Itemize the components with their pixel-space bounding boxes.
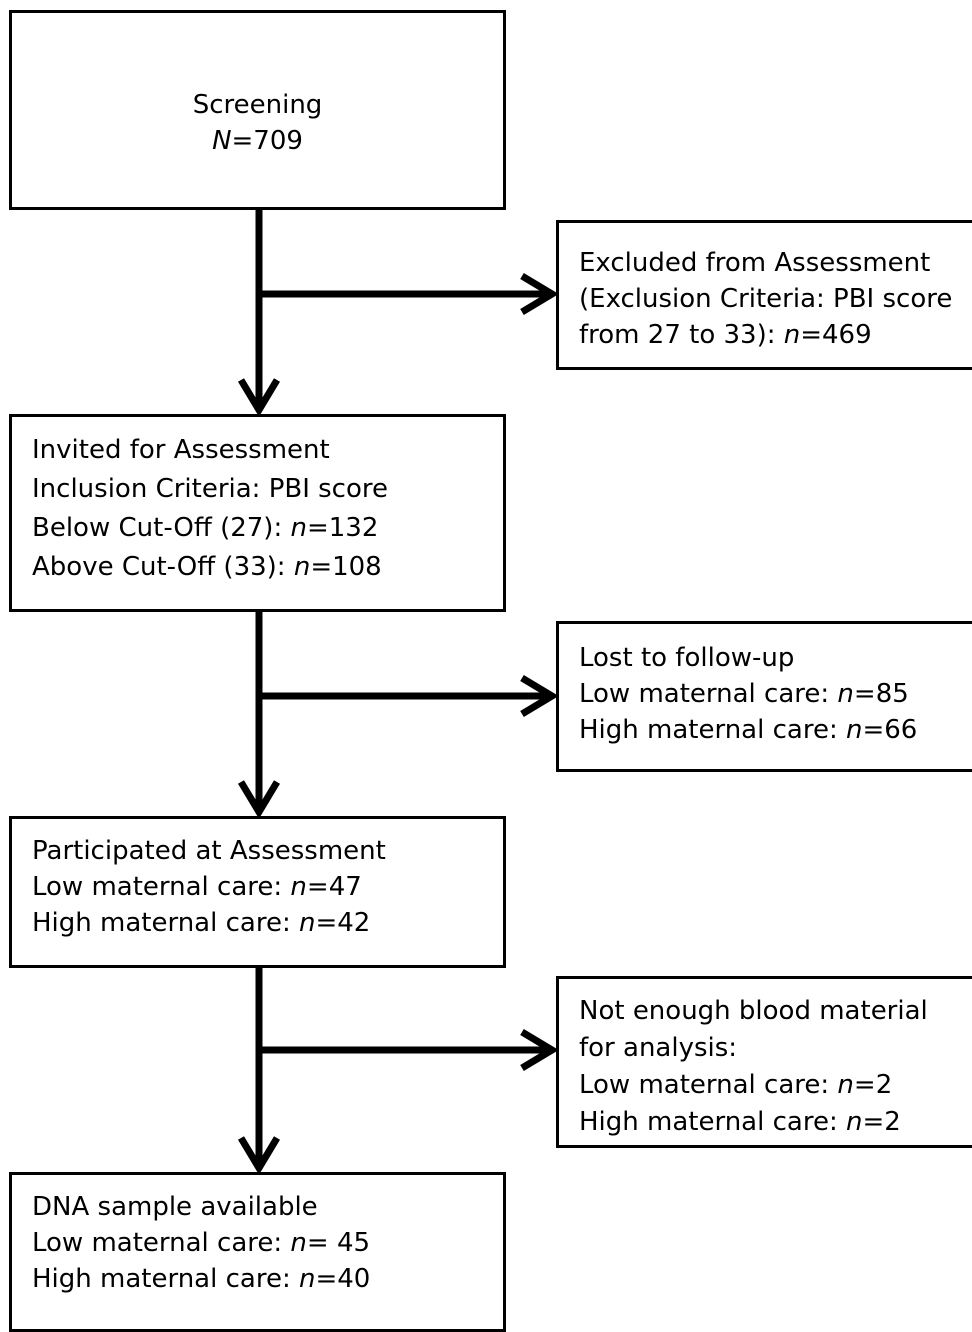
dna-title: DNA sample available xyxy=(32,1192,318,1222)
arrow-to-excluded-head xyxy=(520,272,559,316)
arrow-participated-to-dna-head xyxy=(237,1136,281,1175)
dna-high-care: High maternal care: n=40 xyxy=(32,1264,371,1294)
arrow-to-not-enough-head xyxy=(520,1028,559,1072)
lost-high-care: High maternal care: n=66 xyxy=(579,715,918,745)
arrow-invited-to-participated-head xyxy=(237,780,281,819)
excluded-criteria: (Exclusion Criteria: PBI score xyxy=(579,284,953,314)
invited-title: Invited for Assessment xyxy=(32,435,330,465)
lost-low-care: Low maternal care: n=85 xyxy=(579,679,909,709)
excluded-box: Excluded from Assessment (Exclusion Crit… xyxy=(556,220,972,370)
screening-count: N=709 xyxy=(212,126,303,156)
participated-high-care: High maternal care: n=42 xyxy=(32,908,371,938)
invited-box: Invited for Assessment Inclusion Criteri… xyxy=(9,414,506,612)
not-enough-subtitle: for analysis: xyxy=(579,1033,738,1063)
not-enough-box: Not enough blood material for analysis: … xyxy=(556,976,972,1148)
participated-title: Participated at Assessment xyxy=(32,836,386,866)
invited-criteria: Inclusion Criteria: PBI score xyxy=(32,474,389,504)
arrow-to-lost-head xyxy=(520,674,559,718)
excluded-count: from 27 to 33): n=469 xyxy=(579,320,872,350)
not-enough-low-care: Low maternal care: n=2 xyxy=(579,1070,893,1100)
dna-low-care: Low maternal care: n= 45 xyxy=(32,1228,371,1258)
not-enough-title: Not enough blood material xyxy=(579,996,928,1026)
lost-title: Lost to follow-up xyxy=(579,643,795,673)
arrow-screening-to-invited-head xyxy=(237,378,281,417)
participated-box: Participated at Assessment Low maternal … xyxy=(9,816,506,968)
invited-below-cutoff: Below Cut-Off (27): n=132 xyxy=(32,513,379,543)
screening-title: Screening xyxy=(192,90,323,120)
not-enough-high-care: High maternal care: n=2 xyxy=(579,1107,901,1137)
participated-low-care: Low maternal care: n=47 xyxy=(32,872,362,902)
dna-box: DNA sample available Low maternal care: … xyxy=(9,1172,506,1332)
screening-box: Screening N=709 xyxy=(9,10,506,210)
lost-box: Lost to follow-up Low maternal care: n=8… xyxy=(556,621,972,772)
invited-above-cutoff: Above Cut-Off (33): n=108 xyxy=(32,552,382,582)
excluded-title: Excluded from Assessment xyxy=(579,248,931,278)
